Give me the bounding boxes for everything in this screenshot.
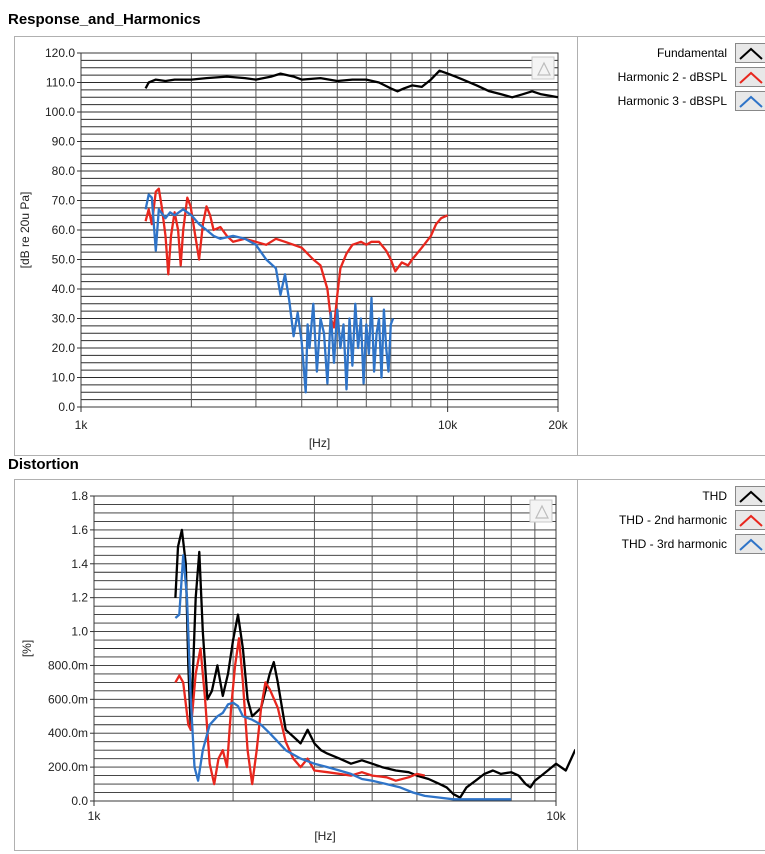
y-tick-label: 0.0 <box>58 400 75 414</box>
y-tick-label: 60.0 <box>52 223 76 237</box>
response-panel: 0.0 10.0 20.0 30.0 40.0 50.0 60.0 70.0 80.0 90.0 1… <box>14 36 765 456</box>
y-tick-label: 70.0 <box>52 194 76 208</box>
x-tick-label: 1k <box>88 809 102 823</box>
y-tick-label: 10.0 <box>52 371 76 385</box>
series-line-thd-2nd-harmonic <box>174 637 426 786</box>
y-tick-label: 0.0 <box>71 794 88 808</box>
x-tick-label: 10k <box>546 809 566 823</box>
legend-item[interactable]: THD <box>702 485 765 507</box>
y-tick-label: 800.0m <box>48 658 88 672</box>
legend-swatch-icon[interactable] <box>735 486 765 506</box>
y-tick-label: 1.0 <box>71 625 88 639</box>
series-line-thd <box>174 528 575 799</box>
series-line-thd-3rd-harmonic <box>174 554 512 801</box>
y-axis: 0.0 10.0 20.0 30.0 40.0 50.0 60.0 70.0 80.0 90.0 1… <box>45 46 81 414</box>
x-axis: 1k 10k <box>88 801 567 823</box>
y-tick-label: 1.4 <box>71 557 88 571</box>
response-panel-title: Response_and_Harmonics <box>8 11 201 28</box>
y-tick-label: 100.0 <box>45 105 75 119</box>
y-tick-label: 400.0m <box>48 726 88 740</box>
y-tick-label: 30.0 <box>52 312 76 326</box>
y-axis: 0.0 200.0m 400.0m 600.0m 800.0m 1.0 1.2 1.4 1.6 1… <box>48 489 94 808</box>
series-line-fundamental <box>144 69 559 99</box>
legend-swatch-icon[interactable] <box>735 91 765 111</box>
y-tick-label: 1.6 <box>71 523 88 537</box>
y-tick-label: 20.0 <box>52 341 76 355</box>
x-axis-label: [Hz] <box>309 436 330 450</box>
legend-label: THD <box>702 489 727 503</box>
response-chart: 0.0 10.0 20.0 30.0 40.0 50.0 60.0 70.0 80.0 90.0 1… <box>18 46 569 450</box>
y-tick-label: 50.0 <box>52 253 76 267</box>
legend-label: THD - 2nd harmonic <box>618 513 727 527</box>
series-line-harmonic-3-dbspl <box>144 193 395 394</box>
legend-label: THD - 3rd harmonic <box>621 537 727 551</box>
plot-border <box>93 495 557 802</box>
x-tick-label: 10k <box>438 418 458 432</box>
legend-swatch-icon[interactable] <box>735 43 765 63</box>
x-axis-label: [Hz] <box>314 829 335 843</box>
legend-swatch-icon[interactable] <box>735 510 765 530</box>
y-tick-label: 110.0 <box>46 76 75 90</box>
grid <box>94 495 556 802</box>
legend-swatch-icon[interactable] <box>735 534 765 554</box>
x-tick-label: 1k <box>75 418 89 432</box>
response-legend: Fundamental Harmonic 2 - dBSPL Harmonic 3 … <box>577 37 765 455</box>
y-axis-label: [%] <box>20 640 34 657</box>
legend-item[interactable]: Fundamental <box>657 42 765 64</box>
y-tick-label: 120.0 <box>45 46 75 60</box>
x-tick-label: 20k <box>548 418 568 432</box>
y-tick-label: 80.0 <box>52 164 76 178</box>
legend-label: Fundamental <box>656 46 727 60</box>
legend-item[interactable]: Harmonic 3 - dBSPL <box>618 90 765 112</box>
distortion-panel-title: Distortion <box>8 456 79 473</box>
legend-swatch-icon[interactable] <box>735 67 765 87</box>
legend-item[interactable]: THD - 3rd harmonic <box>622 533 765 555</box>
y-axis-label: [dB re 20u Pa] <box>18 192 32 269</box>
legend-item[interactable]: THD - 2nd harmonic <box>619 509 765 531</box>
y-tick-label: 1.2 <box>71 591 88 605</box>
y-tick-label: 90.0 <box>52 135 76 149</box>
legend-item[interactable]: Harmonic 2 - dBSPL <box>618 66 765 88</box>
legend-label: Harmonic 2 - dBSPL <box>617 70 727 84</box>
legend-label: Harmonic 3 - dBSPL <box>617 94 727 108</box>
plot-tools-icon[interactable] <box>529 499 553 523</box>
distortion-legend: THD THD - 2nd harmonic THD - 3rd harmonic <box>577 480 765 850</box>
y-tick-label: 1.8 <box>71 489 88 503</box>
y-tick-label: 200.0m <box>48 760 88 774</box>
y-tick-label: 40.0 <box>52 282 76 296</box>
y-tick-label: 600.0m <box>48 692 88 706</box>
plot-tools-icon[interactable] <box>531 56 555 80</box>
distortion-panel: 0.0 200.0m 400.0m 600.0m 800.0m 1.0 1.2 1.4 1.6 1… <box>14 479 765 851</box>
distortion-chart: 0.0 200.0m 400.0m 600.0m 800.0m 1.0 1.2 1.4 1.6 1… <box>20 489 575 843</box>
x-axis: 1k 10k 20k <box>75 407 569 432</box>
series-line-harmonic-2-dbspl <box>144 187 449 329</box>
